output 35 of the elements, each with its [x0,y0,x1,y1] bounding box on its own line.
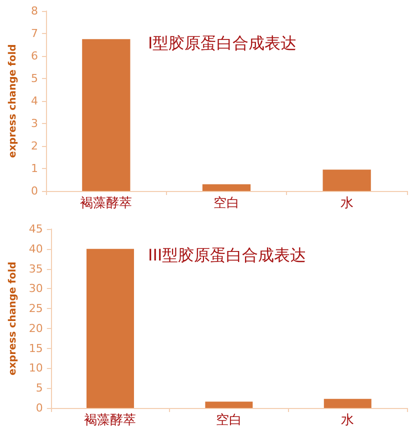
x-tick-label: 空白 [214,196,240,211]
y-tick-label: 15 [28,342,43,355]
y-tick-label: 35 [28,262,43,276]
x-tick-label: 褐藻酵萃 [84,413,136,428]
y-tick-label: 0 [36,402,43,414]
text: I型胶原蛋白合成表达 [148,34,297,52]
bar [86,248,134,408]
bar [82,39,130,191]
y-tick-label: 3 [31,117,38,130]
y-tick-label: 2 [31,140,38,152]
y-tick-label: 30 [28,282,43,296]
y-tick-label: 20 [28,322,43,335]
y-tick-label: 8 [31,4,38,18]
y-tick-label: 0 [31,184,38,198]
x-tick-label: 褐藻酵萃 [80,196,132,211]
x-tick-label: 水 [341,413,354,428]
y-tick-label: 45 [28,222,43,236]
y-tick-label: 1 [31,162,38,175]
y-tick-label: 5 [36,382,43,395]
y-tick-label: 40 [28,242,43,256]
y-tick-label: 6 [31,50,38,62]
y-tick-label: 7 [31,27,38,40]
bar [205,402,253,408]
text: III型胶原蛋白合成表达 [148,246,306,264]
y-tick-label: 5 [31,72,38,85]
x-tick-label: 空白 [216,413,242,428]
y-tick-label: 4 [31,94,38,108]
y-tick-label: 25 [28,302,43,316]
bar [322,170,371,191]
y-axis-title: express change fold [8,262,18,376]
y-axis-title: express change fold [8,44,18,158]
bar [324,398,372,408]
y-tick-label: 10 [28,362,43,375]
x-tick-label: 水 [340,196,354,211]
bar [202,184,251,191]
